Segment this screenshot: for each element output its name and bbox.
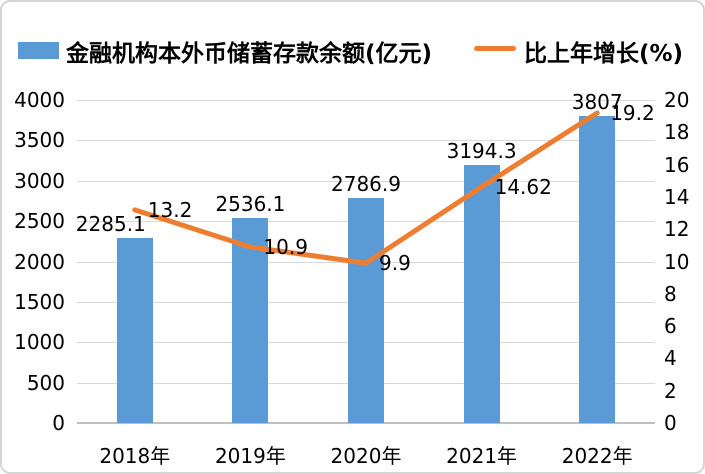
line-point-label: 14.62	[494, 174, 552, 199]
y-axis-tick-right: 14	[664, 184, 690, 209]
legend-line-swatch-icon	[474, 46, 516, 51]
x-axis-label: 2020年	[330, 444, 402, 468]
bar	[463, 165, 500, 423]
line-point-label: 10.9	[263, 234, 308, 259]
x-axis-label: 2021年	[446, 444, 518, 468]
y-axis-tick-right: 18	[664, 120, 690, 145]
y-axis-tick-right: 6	[664, 314, 677, 339]
bar	[348, 197, 384, 423]
line-point-label: 19.2	[610, 100, 655, 125]
x-axis-label: 2019年	[214, 444, 286, 468]
y-axis-tick-left: 3500	[14, 128, 65, 153]
y-axis-tick-left: 3000	[14, 168, 65, 193]
y-axis-tick-right: 4	[664, 346, 677, 371]
x-axis-label: 2018年	[99, 444, 171, 468]
bar-value-label: 2786.9	[331, 171, 401, 196]
y-axis-tick-right: 16	[664, 152, 690, 177]
y-axis-tick-left: 1000	[14, 330, 65, 355]
bar	[579, 115, 616, 423]
x-axis-label: 2022年	[561, 444, 633, 468]
bar-value-label: 3807	[571, 89, 623, 114]
bar-value-label: 3194.3	[446, 139, 517, 164]
y-axis-tick-left: 2000	[14, 249, 65, 274]
line-point-label: 13.2	[147, 197, 193, 222]
gridline	[77, 140, 655, 142]
legend-bar-swatch-icon	[18, 42, 59, 59]
y-axis-tick-left: 0	[52, 411, 65, 435]
legend-label-deposits: 金融机构本外币储蓄存款余额(亿元)	[66, 41, 433, 67]
y-axis-tick-left: 4000	[14, 88, 65, 112]
y-axis-tick-right: 8	[664, 281, 677, 306]
y-axis-tick-left: 1500	[14, 289, 65, 314]
x-axis-line	[77, 422, 655, 424]
growth-line	[132, 110, 600, 266]
line-series	[132, 110, 600, 266]
y-axis-tick-left: 500	[26, 370, 65, 395]
y-axis-tick-right: 2	[664, 378, 677, 403]
y-axis-tick-right: 20	[664, 88, 690, 112]
y-axis-tick-right: 10	[664, 249, 690, 274]
y-axis-tick-right: 12	[664, 217, 690, 242]
bar	[232, 218, 269, 423]
bar-value-label: 2285.1	[75, 212, 146, 237]
y-axis-tick-right: 0	[664, 411, 677, 435]
y-axis-tick-left: 2500	[14, 209, 65, 234]
line-point-label: 9.9	[379, 251, 411, 276]
gridline	[77, 100, 655, 101]
bar-value-label: 2536.1	[215, 192, 286, 217]
bar	[116, 238, 153, 423]
gridline	[77, 180, 655, 182]
legend-label-growth: 比上年增长(%)	[524, 41, 684, 67]
